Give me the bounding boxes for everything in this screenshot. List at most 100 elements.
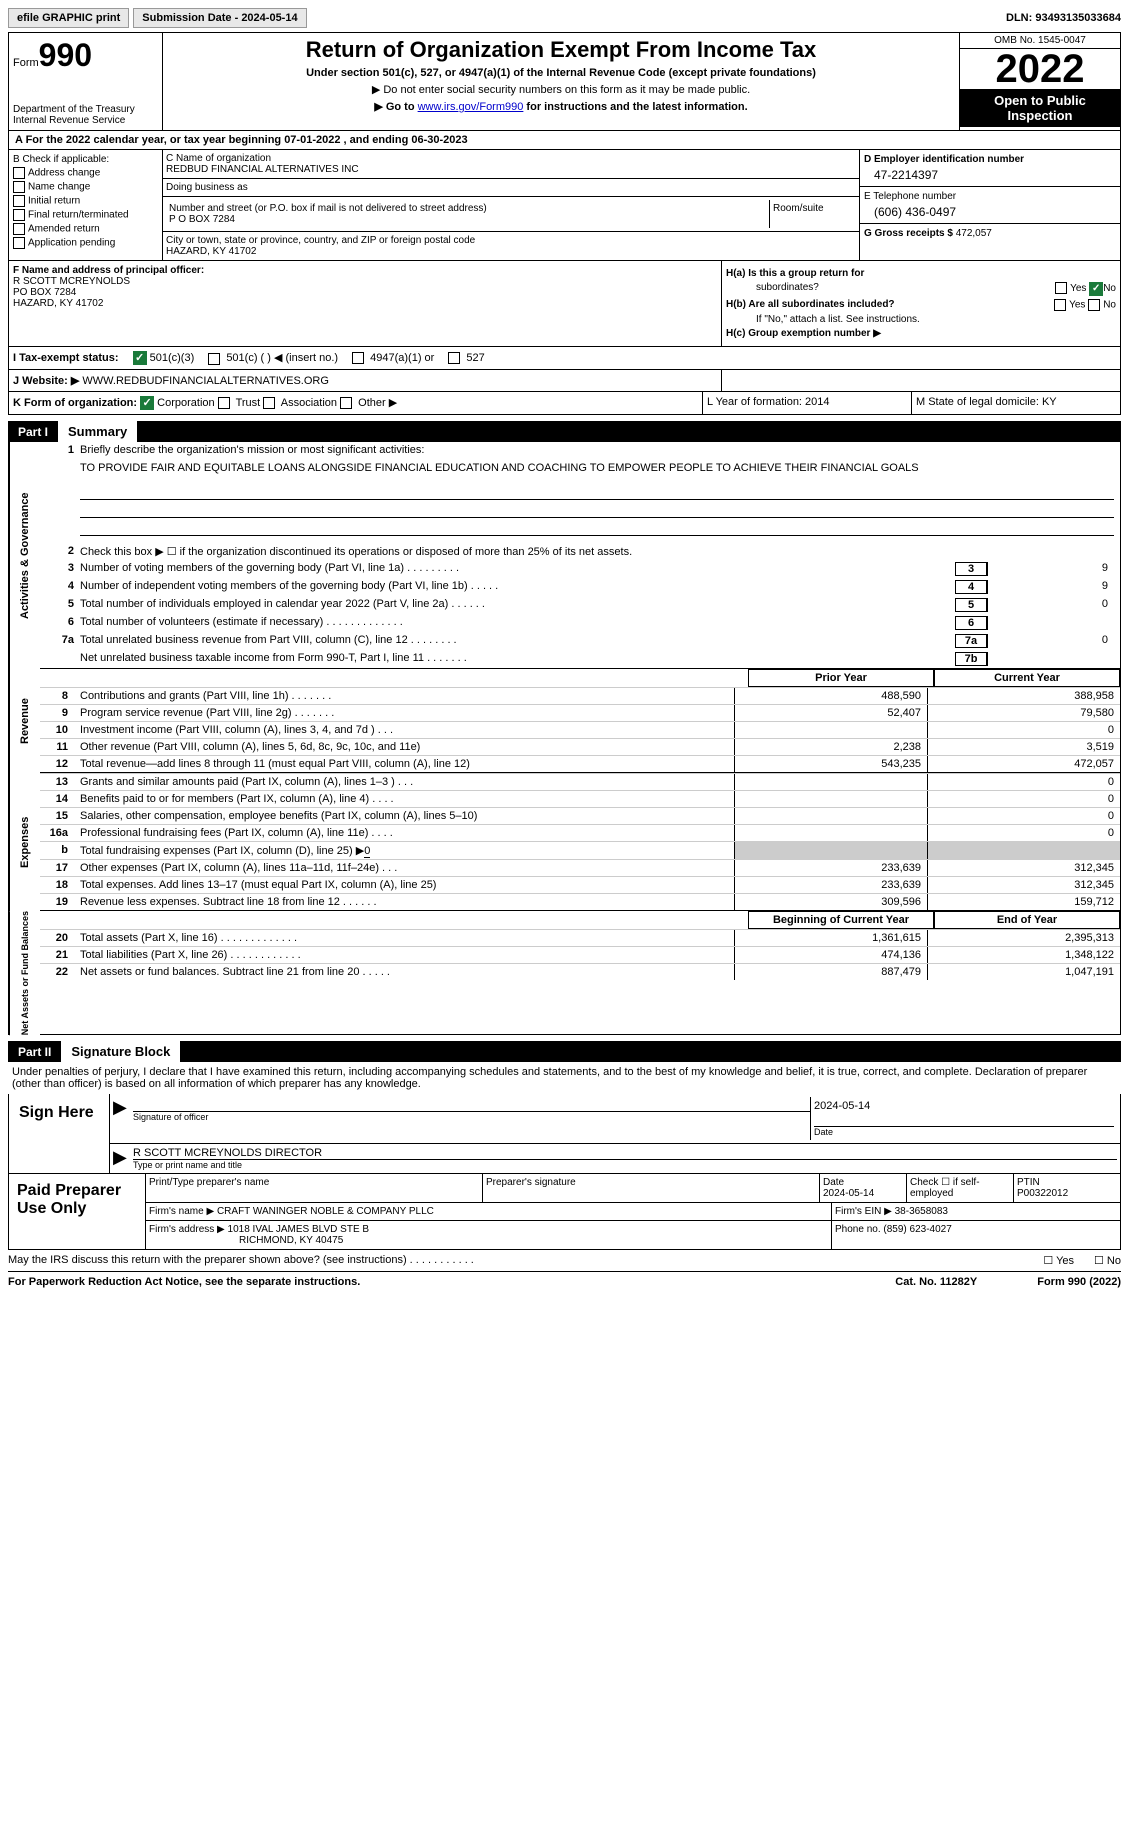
chk-name[interactable] [13, 181, 25, 193]
efile-print-button[interactable]: efile GRAPHIC print [8, 8, 129, 28]
opt-corp: Corporation [157, 397, 214, 409]
chk-amended[interactable] [13, 223, 25, 235]
chk-trust[interactable] [218, 397, 230, 409]
e21: 1,348,122 [927, 947, 1120, 963]
part1-title: Summary [58, 421, 137, 442]
discuss-no[interactable]: ☐ No [1094, 1254, 1121, 1267]
ha-no-checked[interactable]: ✓ [1089, 282, 1103, 296]
l-year-formation: L Year of formation: 2014 [703, 392, 912, 414]
l16b: Total fundraising expenses (Part IX, col… [74, 842, 734, 859]
hdr-curr: Current Year [934, 669, 1120, 687]
box3: 3 [955, 562, 987, 576]
firm-ein: Firm's EIN ▶ 38-3658083 [832, 1203, 1120, 1220]
c12: 472,057 [927, 756, 1120, 772]
box7a: 7a [955, 634, 987, 648]
hb-yes[interactable] [1054, 299, 1066, 311]
b20: 1,361,615 [734, 930, 927, 946]
dln-text: DLN: 93493135033684 [1006, 12, 1121, 24]
irs-link[interactable]: www.irs.gov/Form990 [418, 101, 524, 113]
vlabel-exp: Expenses [9, 773, 40, 911]
form-number: Form990 [13, 37, 158, 74]
officer-addr2: HAZARD, KY 41702 [13, 298, 717, 309]
chk-pending[interactable] [13, 237, 25, 249]
ha-yes[interactable] [1055, 282, 1067, 294]
hdr-prior: Prior Year [748, 669, 934, 687]
p12: 543,235 [734, 756, 927, 772]
part2-title: Signature Block [61, 1041, 180, 1062]
room-label: Room/suite [770, 200, 856, 228]
row-a-tax-year: A For the 2022 calendar year, or tax yea… [8, 131, 1121, 150]
p15 [734, 808, 927, 824]
c13: 0 [927, 774, 1120, 790]
tel-label: E Telephone number [864, 191, 1116, 202]
dept-irs: Internal Revenue Service [13, 115, 158, 126]
hc-label: H(c) Group exemption number ▶ [726, 328, 881, 339]
l17: Other expenses (Part IX, column (A), lin… [74, 860, 734, 876]
chk-final[interactable] [13, 209, 25, 221]
b21: 474,136 [734, 947, 927, 963]
sig-officer-label: Signature of officer [133, 1111, 810, 1122]
l19: Revenue less expenses. Subtract line 18 … [74, 894, 734, 910]
chk-corp[interactable]: ✓ [140, 396, 154, 410]
tel-value: (606) 436-0497 [864, 205, 1116, 219]
sig-arrow2: ▶ [113, 1147, 133, 1170]
c17: 312,345 [927, 860, 1120, 876]
opt-trust: Trust [236, 397, 261, 409]
hdr-beg: Beginning of Current Year [748, 911, 934, 929]
p17: 233,639 [734, 860, 927, 876]
prep-sig-hdr: Preparer's signature [483, 1174, 820, 1202]
l11: Other revenue (Part VIII, column (A), li… [74, 739, 734, 755]
hb-no[interactable] [1088, 299, 1100, 311]
dept-treasury: Department of the Treasury [13, 104, 158, 115]
form-subtitle: Under section 501(c), 527, or 4947(a)(1)… [167, 67, 955, 79]
val6 [987, 616, 1114, 630]
b-label: B Check if applicable: [13, 154, 158, 165]
chk-other[interactable] [340, 397, 352, 409]
officer-addr1: PO BOX 7284 [13, 287, 717, 298]
summary-na: Net Assets or Fund Balances Beginning of… [8, 911, 1121, 1035]
line1-text: Briefly describe the organization's miss… [80, 444, 1114, 456]
street-label: Number and street (or P.O. box if mail i… [169, 203, 766, 214]
chk-assoc[interactable] [263, 397, 275, 409]
prep-selfemp: Check ☐ if self-employed [907, 1174, 1014, 1202]
chk-address[interactable] [13, 167, 25, 179]
c16a: 0 [927, 825, 1120, 841]
chk-527[interactable] [448, 352, 460, 364]
gross-label: G Gross receipts $ [864, 228, 953, 239]
summary-rev: Revenue Prior YearCurrent Year 8Contribu… [8, 669, 1121, 773]
val7b [987, 652, 1114, 666]
form-header: Form990 Department of the Treasury Inter… [8, 32, 1121, 131]
c8: 388,958 [927, 688, 1120, 704]
section-bcd: B Check if applicable: Address change Na… [8, 150, 1121, 261]
chk-4947[interactable] [352, 352, 364, 364]
p13 [734, 774, 927, 790]
sig-name-title: R SCOTT MCREYNOLDS DIRECTOR [133, 1147, 1117, 1160]
firm-name: Firm's name ▶ CRAFT WANINGER NOBLE & COM… [146, 1203, 832, 1220]
opt-assoc: Association [281, 397, 337, 409]
no-lbl: No [1103, 283, 1116, 294]
officer-name: R SCOTT MCREYNOLDS [13, 276, 717, 287]
sig-date-val: 2024-05-14 [814, 1100, 1114, 1112]
box6: 6 [955, 616, 987, 630]
org-name: REDBUD FINANCIAL ALTERNATIVES INC [166, 164, 856, 175]
discuss-yes[interactable]: ☐ Yes [1043, 1254, 1074, 1267]
chk-initial[interactable] [13, 195, 25, 207]
paperwork-notice: For Paperwork Reduction Act Notice, see … [8, 1276, 360, 1288]
c-name-label: C Name of organization [166, 153, 856, 164]
ein-value: 47-2214397 [864, 168, 1116, 182]
row-i: I Tax-exempt status: ✓ 501(c)(3) 501(c) … [8, 347, 1121, 370]
b22: 887,479 [734, 964, 927, 980]
c15: 0 [927, 808, 1120, 824]
hb-note: If "No," attach a list. See instructions… [726, 314, 1116, 325]
city-label: City or town, state or province, country… [166, 235, 856, 246]
submission-date-button[interactable]: Submission Date - 2024-05-14 [133, 8, 306, 28]
j-label: J Website: ▶ [13, 375, 79, 387]
p16b-shaded [734, 842, 927, 859]
box5: 5 [955, 598, 987, 612]
prep-date: Date2024-05-14 [820, 1174, 907, 1202]
chk-501c[interactable] [208, 353, 220, 365]
opt-initial: Initial return [28, 196, 80, 207]
opt-name: Name change [28, 182, 90, 193]
chk-501c3[interactable]: ✓ [133, 351, 147, 365]
yes-lbl: Yes [1070, 283, 1086, 294]
